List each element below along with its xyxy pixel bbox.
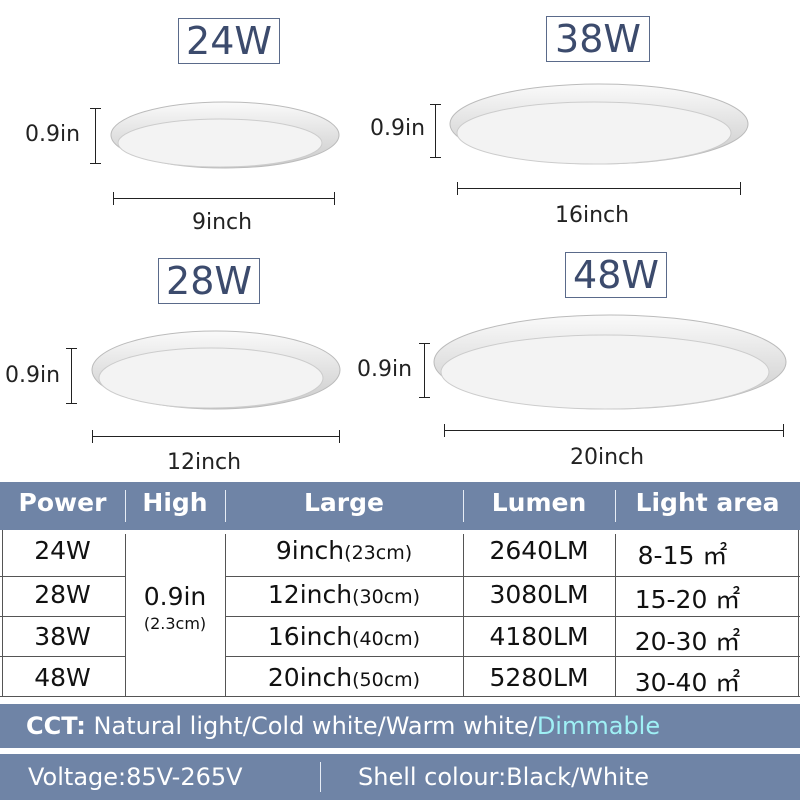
large-cell: 16inch <box>267 622 353 651</box>
large-cm: (23cm) <box>344 542 413 564</box>
table-row: 24W 9inch(23cm) 2640LM 8-15 ㎡ <box>0 536 800 576</box>
power-badge-24w: 24W <box>178 18 280 64</box>
spec-table: 0.9in (2.3cm) 24W 9inch(23cm) 2640LM 8-1… <box>0 530 800 697</box>
power-badge-38w: 38W <box>546 16 650 62</box>
cct-options: Natural light/Cold white/Warm white/ <box>93 712 537 740</box>
height-dimension <box>90 108 101 164</box>
table-header: Power High Large Lumen Light area <box>0 482 800 530</box>
lamp-28w <box>91 330 341 410</box>
high-value-cm: (2.3cm) <box>143 614 207 633</box>
lumen-cell: 4180LM <box>489 622 589 651</box>
lumen-cell: 3080LM <box>489 580 589 609</box>
lumen-cell: 5280LM <box>489 663 589 692</box>
header-high: High <box>142 488 208 517</box>
power-badge-48w: 48W <box>565 252 667 298</box>
width-dimension <box>92 430 340 443</box>
area-cell: 8-15 ㎡ <box>637 541 728 570</box>
large-cm: (40cm) <box>352 628 421 650</box>
area-cell: 30-40 ㎡ <box>634 668 741 697</box>
voltage-bar: Voltage:85V-265V Shell colour:Black/Whit… <box>0 754 800 800</box>
width-dimension <box>457 182 741 195</box>
diameter-label: 9inch <box>192 210 253 235</box>
power-cell: 48W <box>34 663 91 692</box>
cct-bar: CCT: Natural light/Cold white/Warm white… <box>0 704 800 748</box>
height-dimension <box>66 348 77 404</box>
width-dimension <box>113 192 335 205</box>
height-label: 0.9in <box>357 357 413 382</box>
height-dimension <box>419 343 430 398</box>
large-cm: (30cm) <box>352 586 421 608</box>
height-dimension <box>430 104 441 158</box>
power-cell: 28W <box>34 580 91 609</box>
header-power: Power <box>18 488 107 517</box>
height-label: 0.9in <box>370 116 426 141</box>
voltage-text: Voltage:85V-265V <box>28 763 243 791</box>
high-value: 0.9in <box>143 582 207 611</box>
power-badge-28w: 28W <box>158 258 260 304</box>
header-light-area: Light area <box>635 488 780 517</box>
large-cell: 9inch <box>275 536 345 565</box>
lamp-38w <box>449 83 749 165</box>
height-label: 0.9in <box>25 122 81 147</box>
header-large: Large <box>304 488 384 517</box>
diameter-label: 12inch <box>167 450 242 475</box>
width-dimension <box>444 424 784 437</box>
header-lumen: Lumen <box>491 488 587 517</box>
power-cell: 38W <box>34 622 91 651</box>
table-row: 38W 16inch(40cm) 4180LM 20-30 ㎡ <box>0 622 800 662</box>
cct-dimmable: Dimmable <box>536 712 661 740</box>
large-cell: 12inch <box>267 580 353 609</box>
area-cell: 15-20 ㎡ <box>634 585 741 614</box>
table-row: 48W 20inch(50cm) 5280LM 30-40 ㎡ <box>0 663 800 703</box>
lumen-cell: 2640LM <box>489 536 589 565</box>
lamp-images <box>91 83 787 410</box>
diameter-label: 16inch <box>555 203 630 228</box>
cct-label: CCT: <box>26 712 86 740</box>
large-cell: 20inch <box>267 663 353 692</box>
area-cell: 20-30 ㎡ <box>634 627 741 656</box>
large-cm: (50cm) <box>352 669 421 691</box>
lamp-24w <box>110 101 340 169</box>
lamp-48w <box>433 314 787 410</box>
power-cell: 24W <box>34 536 91 565</box>
shell-colour-text: Shell colour:Black/White <box>358 763 649 791</box>
height-label: 0.9in <box>5 363 61 388</box>
table-row: 28W 12inch(30cm) 3080LM 15-20 ㎡ <box>0 580 800 620</box>
diameter-label: 20inch <box>570 445 645 470</box>
